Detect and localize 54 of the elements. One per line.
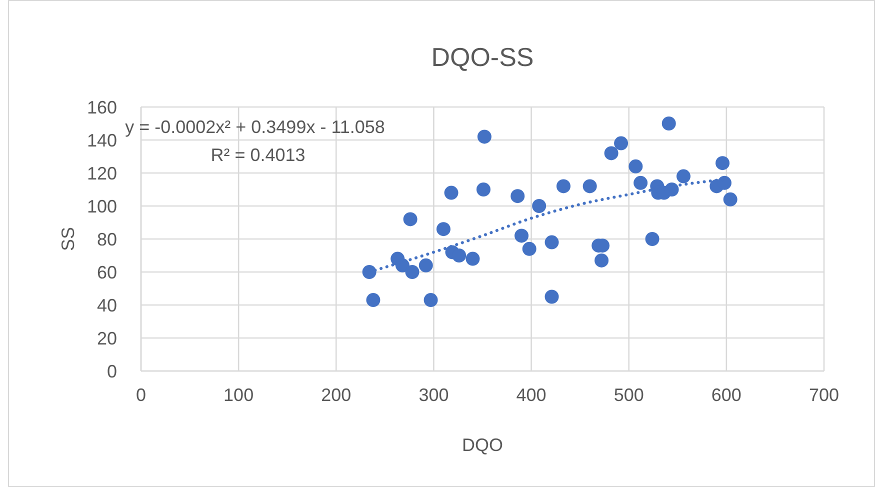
x-tick-label: 500 [614, 385, 644, 405]
point [594, 253, 609, 268]
point [466, 252, 480, 266]
y-tick-label: 120 [86, 163, 117, 184]
point [366, 293, 380, 308]
y-tick-label: 160 [86, 97, 117, 118]
point [604, 146, 618, 160]
point [664, 182, 679, 196]
y-tick-label: 100 [86, 196, 117, 216]
x-axis-title: DQO [462, 435, 504, 455]
chart-title: DQO-SS [431, 42, 534, 72]
point [676, 169, 690, 184]
point [582, 179, 597, 194]
point [418, 258, 433, 272]
x-tick-label: 0 [136, 385, 146, 405]
point [514, 228, 529, 243]
annotation: y = -0.0002x² + 0.3499x - 11.058 [125, 117, 385, 137]
point [645, 232, 660, 246]
point [532, 199, 546, 213]
point [634, 176, 648, 190]
x-tick-label: 600 [711, 385, 742, 405]
point [717, 176, 732, 190]
y-tick-label: 0 [106, 361, 117, 382]
annotation: R² = 0.4013 [210, 145, 306, 165]
x-tick-label: 300 [418, 385, 449, 405]
point [522, 242, 536, 256]
point [614, 136, 628, 150]
point [436, 222, 450, 236]
x-tick-label: 200 [321, 385, 352, 405]
point [510, 189, 525, 204]
point [452, 248, 466, 262]
point [405, 265, 420, 279]
y-tick-label: 20 [96, 328, 117, 348]
point [544, 235, 559, 250]
point [403, 212, 418, 226]
x-tick-label: 100 [224, 385, 254, 405]
point [424, 293, 438, 308]
point [544, 290, 559, 304]
point [477, 130, 492, 144]
point [444, 186, 458, 200]
point [628, 159, 643, 174]
point [723, 192, 738, 206]
point [476, 182, 490, 196]
x-tick-label: 700 [808, 385, 840, 405]
y-axis-title: SS [58, 226, 78, 252]
x-tick-label: 400 [516, 385, 546, 405]
point [716, 156, 730, 170]
point [362, 265, 376, 279]
point [556, 179, 570, 194]
y-tick-label: 60 [96, 262, 117, 282]
point [662, 116, 676, 130]
y-tick-label: 40 [96, 295, 117, 316]
y-tick-label: 80 [96, 229, 117, 250]
y-tick-label: 140 [86, 130, 117, 150]
